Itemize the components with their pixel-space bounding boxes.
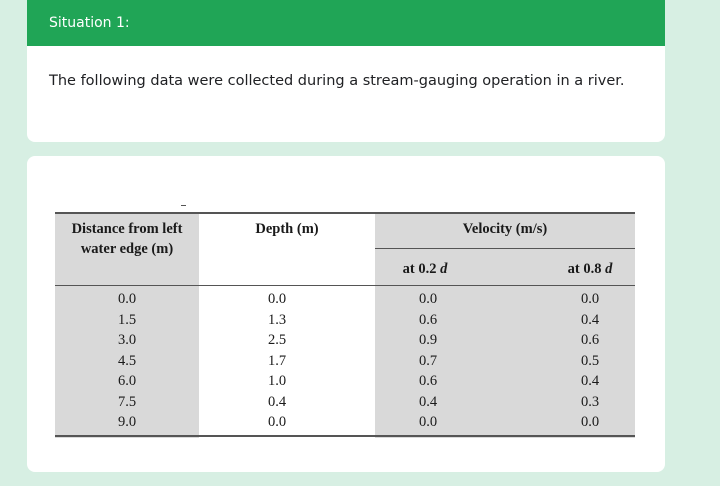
table-card: Distance from left water edge (m) Depth … bbox=[27, 156, 665, 472]
velocity-subheader-rule bbox=[375, 248, 635, 249]
situation-title: Situation 1: bbox=[27, 0, 665, 46]
header-velocity-08d: at 0.8 d bbox=[545, 259, 635, 279]
stream-gauging-table: Distance from left water edge (m) Depth … bbox=[55, 212, 635, 438]
table-cell: 6.0 bbox=[117, 373, 137, 389]
table-cell: 0.3 bbox=[580, 393, 600, 410]
table-cell: 0.6 bbox=[418, 311, 438, 328]
table-cell: 0.0 bbox=[117, 291, 137, 307]
table-cell: 0.4 bbox=[580, 311, 600, 328]
table-cell: 0.4 bbox=[267, 393, 287, 410]
table-cell: 0.7 bbox=[418, 352, 438, 369]
header-velocity-02d-prefix: at 0.2 bbox=[402, 261, 437, 277]
table-cell: 2.5 bbox=[267, 332, 287, 348]
table-cell: 0.0 bbox=[418, 414, 438, 430]
table-cell: 0.0 bbox=[418, 291, 438, 307]
table-cell: 1.0 bbox=[267, 373, 287, 389]
table-cell: 0.4 bbox=[580, 373, 600, 389]
header-velocity-08d-prefix: at 0.8 bbox=[567, 261, 602, 277]
situation-card: Situation 1: The following data were col… bbox=[27, 0, 665, 142]
table-cell: 4.5 bbox=[117, 352, 137, 369]
header-bottom-rule bbox=[55, 285, 635, 286]
table-cell: 1.7 bbox=[267, 352, 287, 369]
header-velocity-02d-var: d bbox=[440, 261, 448, 277]
table-cell: 9.0 bbox=[117, 414, 137, 430]
table-cell: 0.6 bbox=[580, 332, 600, 348]
distance-column-shade bbox=[55, 212, 199, 438]
header-velocity-02d: at 0.2 d bbox=[375, 259, 475, 279]
table-cell: 0.9 bbox=[418, 332, 438, 348]
decorative-tick bbox=[181, 205, 186, 206]
situation-description: The following data were collected during… bbox=[49, 73, 625, 89]
header-distance: Distance from left water edge (m) bbox=[71, 221, 183, 257]
table-cell: 0.4 bbox=[418, 393, 438, 410]
header-depth: Depth (m) bbox=[255, 221, 319, 237]
table-top-rule bbox=[55, 212, 635, 214]
table-cell: 0.0 bbox=[267, 291, 287, 307]
table-cell: 0.0 bbox=[580, 414, 600, 430]
table-cell: 3.0 bbox=[117, 332, 137, 348]
table-cell: 0.0 bbox=[580, 291, 600, 307]
table-cell: 0.0 bbox=[267, 414, 287, 430]
table-cell: 0.5 bbox=[580, 352, 600, 369]
table-bottom-rule bbox=[55, 435, 635, 437]
header-velocity-08d-var: d bbox=[605, 261, 613, 277]
table-cell: 1.3 bbox=[267, 311, 287, 328]
header-velocity: Velocity (m/s) bbox=[462, 221, 548, 237]
table-cell: 7.5 bbox=[117, 393, 137, 410]
table-cell: 1.5 bbox=[117, 311, 137, 328]
table-cell: 0.6 bbox=[418, 373, 438, 389]
velocity-column-shade bbox=[375, 212, 635, 438]
